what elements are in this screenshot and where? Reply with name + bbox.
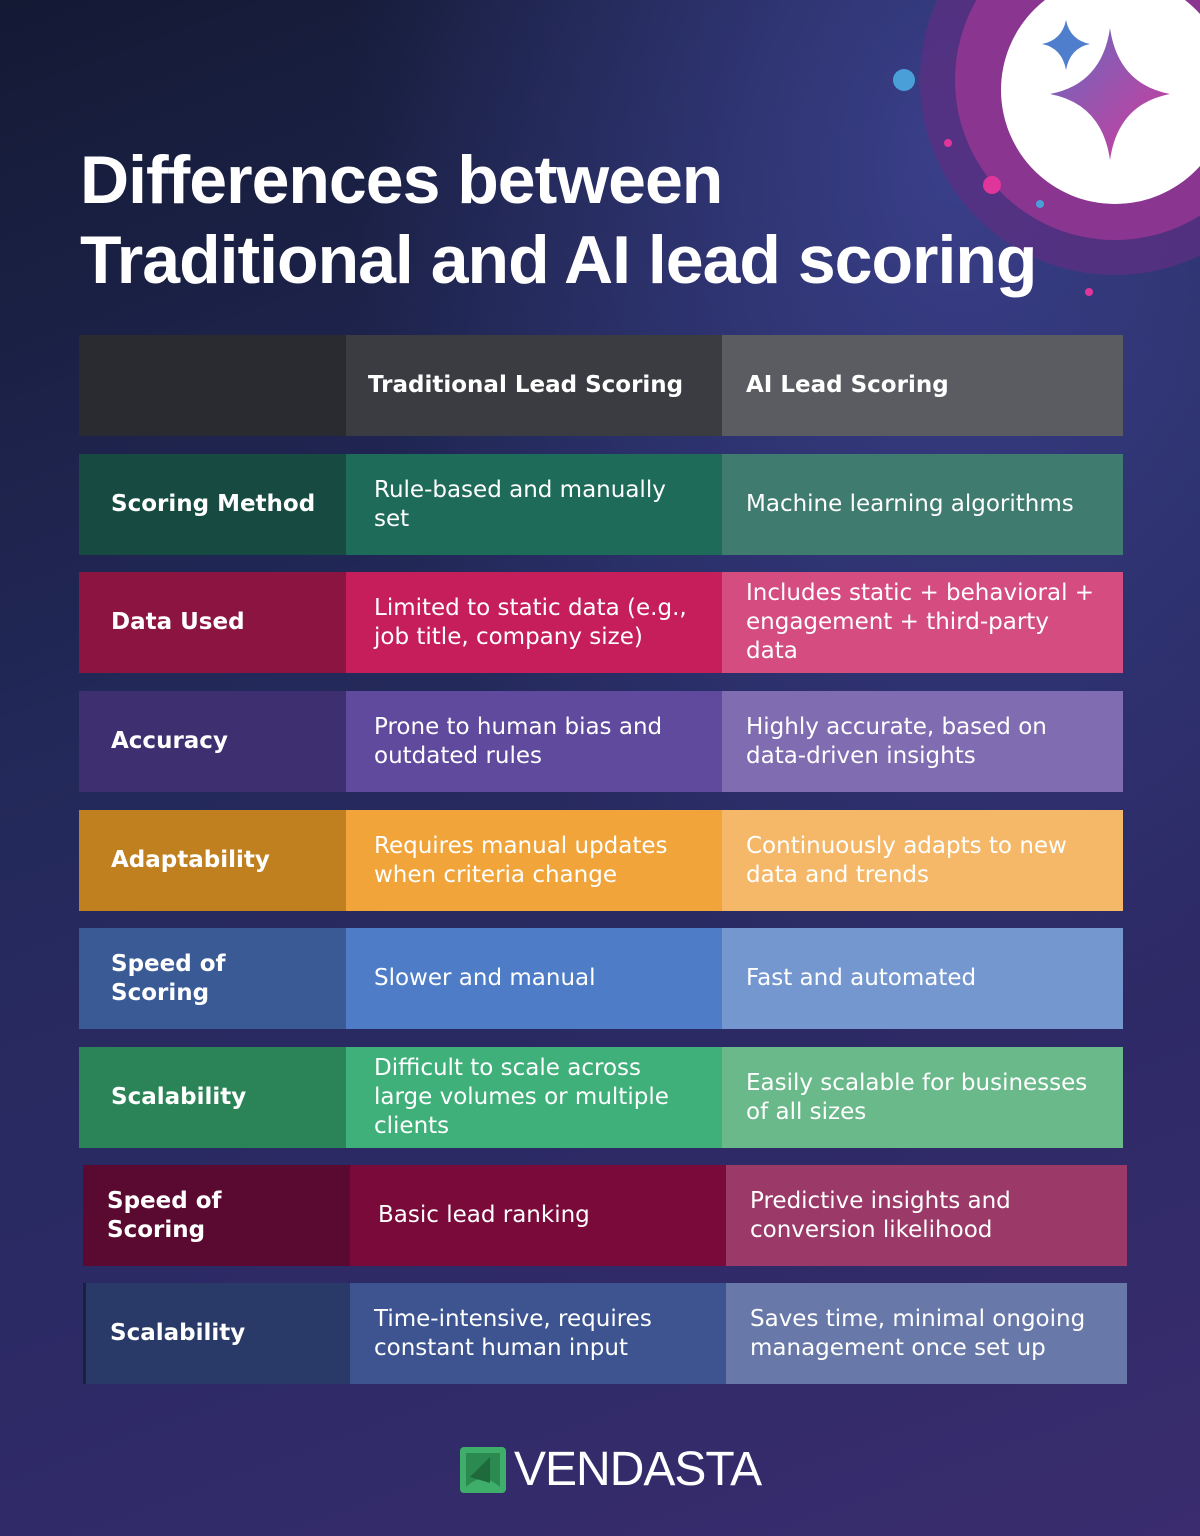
- header-traditional: Traditional Lead Scoring: [346, 335, 722, 436]
- cell-ai: Includes static + behavioral + engagemen…: [722, 572, 1123, 673]
- cell-traditional: Prone to human bias and outdated rules: [346, 691, 722, 792]
- vendasta-logo-icon: [460, 1446, 506, 1493]
- table-row: Accuracy Prone to human bias and outdated…: [79, 691, 1123, 792]
- cell-ai: Easily scalable for businesses of all si…: [722, 1047, 1123, 1148]
- sparkle-decoration: [893, 0, 1200, 296]
- cell-ai: Saves time, minimal ongoing management o…: [726, 1283, 1127, 1384]
- table-row: Scalability Time-intensive, requires cons…: [83, 1283, 1127, 1384]
- cell-traditional: Rule-based and manually set: [346, 454, 722, 555]
- vendasta-logo: VENDASTA: [460, 1442, 762, 1497]
- cell-traditional: Slower and manual: [346, 928, 722, 1029]
- row-label: Speed of Scoring: [83, 1165, 350, 1266]
- row-label: Data Used: [79, 572, 346, 673]
- cell-ai: Continuously adapts to new data and tren…: [722, 810, 1123, 911]
- table-row: Adaptability Requires manual updates when…: [79, 810, 1123, 911]
- row-label: Speed of Scoring: [79, 928, 346, 1029]
- cell-traditional: Requires manual updates when criteria ch…: [346, 810, 722, 911]
- row-label: Accuracy: [79, 691, 346, 792]
- table-row: Speed of Scoring Basic lead ranking Predic…: [83, 1165, 1127, 1266]
- header-blank: [79, 335, 346, 436]
- table-row: Data Used Limited to static data (e.g., j…: [79, 572, 1123, 673]
- row-label: Adaptability: [79, 810, 346, 911]
- sparkle-icon: [1042, 20, 1090, 70]
- cell-traditional: Limited to static data (e.g., job title,…: [346, 572, 722, 673]
- cell-ai: Fast and automated: [722, 928, 1123, 1029]
- cell-ai: Highly accurate, based on data-driven in…: [722, 691, 1123, 792]
- cell-ai: Machine learning algorithms: [722, 454, 1123, 555]
- cell-ai: Predictive insights and conversion likel…: [726, 1165, 1127, 1266]
- header-ai: AI Lead Scoring: [722, 335, 1123, 436]
- cell-traditional: Time-intensive, requires constant human …: [350, 1283, 726, 1384]
- page-title: Differences between Traditional and AI le…: [80, 142, 1037, 298]
- table-row: Scoring Method Rule-based and manually se…: [79, 454, 1123, 555]
- cell-traditional: Difficult to scale across large volumes …: [346, 1047, 722, 1148]
- table-row: Scalability Difficult to scale across lar…: [79, 1047, 1123, 1148]
- row-label: Scalability: [83, 1283, 350, 1384]
- table-header: Traditional Lead Scoring AI Lead Scoring: [79, 335, 1123, 436]
- table-row: Speed of Scoring Slower and manual Fast an…: [79, 928, 1123, 1029]
- row-label: Scalability: [79, 1047, 346, 1148]
- cell-traditional: Basic lead ranking: [350, 1165, 726, 1266]
- sparkle-icon: [1050, 28, 1170, 160]
- row-label: Scoring Method: [79, 454, 346, 555]
